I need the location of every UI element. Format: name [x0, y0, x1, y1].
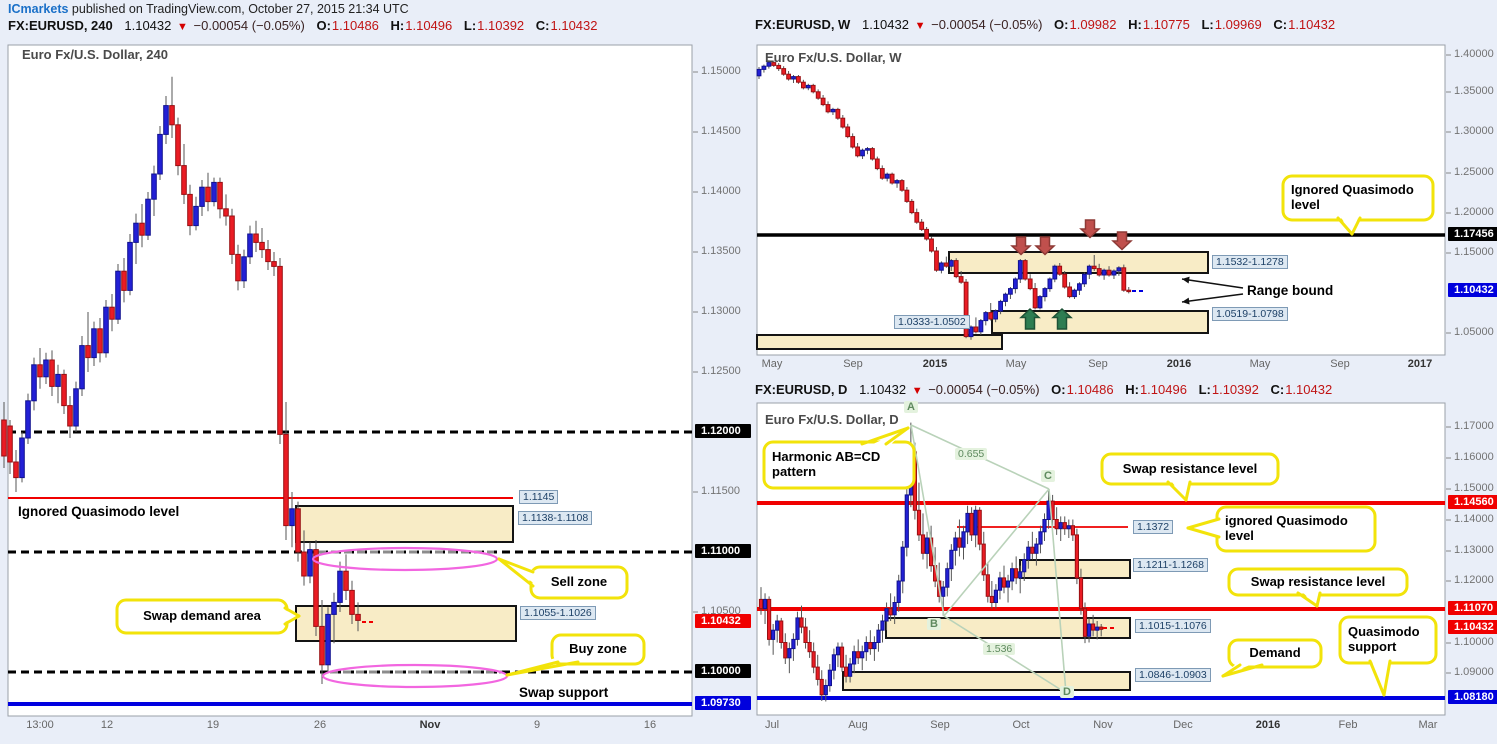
weekly-supply-demand-zone: [948, 251, 1209, 274]
sell-signal-arrow-icon: [1111, 231, 1133, 251]
sell-signal-arrow-icon: [1034, 236, 1056, 256]
callout-tail-edge: [283, 606, 301, 618]
harmonic-pattern-line: [943, 488, 1050, 617]
callout-tail-edge: [1296, 591, 1319, 608]
range-bound-arrowhead-icon: [1182, 276, 1190, 284]
low-value: 1.09969: [1214, 17, 1262, 32]
high-value: 1.10496: [1139, 382, 1187, 397]
low-label: L:: [463, 18, 477, 33]
down-arrow-icon: ▼: [177, 21, 188, 33]
close-label: C:: [535, 18, 550, 33]
high-value: 1.10775: [1142, 17, 1190, 32]
low-value: 1.10392: [477, 18, 525, 33]
low-label: L:: [1201, 17, 1214, 32]
open-value: 1.10486: [1066, 382, 1114, 397]
sell-signal-arrow-icon: [1079, 219, 1101, 239]
m240-supply-demand-zone: [295, 505, 514, 543]
callout-bubble: [1215, 505, 1377, 553]
close-value: 1.10432: [550, 18, 598, 33]
callout-bubble: [550, 633, 646, 666]
icmarkets-link[interactable]: ICmarkets: [8, 2, 69, 16]
daily-supply-demand-zone: [842, 671, 1131, 691]
weekly-candlestick-series: [756, 60, 1132, 340]
chart-title-daily: Euro Fx/U.S. Dollar, D: [765, 412, 899, 427]
close-label: C:: [1270, 382, 1285, 397]
publish-note-text: published on TradingView.com, October 27…: [68, 2, 409, 16]
high-label: H:: [390, 18, 405, 33]
chart-header-240: FX:EURUSD, 240 1.10432 ▼ −0.00054 (−0.05…: [8, 18, 598, 33]
callout-tail: [280, 608, 299, 624]
callout-tail-edge: [505, 660, 580, 677]
down-arrow-icon: ▼: [911, 385, 923, 397]
buy-signal-arrow-icon: [1019, 307, 1041, 330]
open-label: O:: [1054, 17, 1069, 32]
open-value: 1.09982: [1069, 17, 1117, 32]
callout-tail-edge: [860, 426, 910, 446]
buy-signal-arrow-icon: [1051, 307, 1073, 330]
callout-bubble: [1100, 452, 1280, 486]
callout-tail-edge: [1315, 591, 1322, 608]
close-label: C:: [1273, 17, 1288, 32]
price-change: −0.00054 (−0.05%): [928, 382, 1040, 397]
low-value: 1.10392: [1211, 382, 1259, 397]
daily-supply-demand-zone: [885, 617, 1131, 639]
daily-candlestick-series: [758, 422, 1104, 702]
callout-tail: [1298, 588, 1320, 606]
sell-signal-arrow-icon: [1010, 236, 1032, 256]
range-bound-arrow: [1181, 293, 1244, 303]
m240-highlight-ellipse: [311, 546, 499, 572]
callout-tail-edge: [1186, 517, 1221, 530]
low-label: L:: [1198, 382, 1211, 397]
callout-tail-edge: [1336, 216, 1354, 236]
callout-tail-edge: [1166, 480, 1188, 502]
open-label: O:: [316, 18, 331, 33]
callout-tail: [1188, 519, 1224, 537]
close-value: 1.10432: [1288, 17, 1336, 32]
harmonic-pattern-line: [1048, 488, 1067, 694]
callout-tail-edge: [1382, 659, 1392, 697]
last-price: 1.10432: [124, 18, 172, 33]
chart-header-daily: FX:EURUSD, D 1.10432 ▼ −0.00054 (−0.05%)…: [755, 382, 1332, 397]
callout-tail-edge: [497, 557, 535, 588]
callout-tail-edge: [884, 426, 910, 446]
callout-tail-edge: [1184, 480, 1192, 502]
publish-note: ICmarkets published on TradingView.com, …: [8, 2, 409, 16]
price-change: −0.00054 (−0.05%): [931, 17, 1043, 32]
harmonic-pattern-line: [910, 424, 945, 617]
callout-tail: [1338, 213, 1360, 234]
callout-bubble: [762, 440, 916, 490]
callout-tail-edge: [1368, 659, 1386, 697]
down-arrow-icon: ▼: [914, 20, 926, 32]
chart-header-weekly: FX:EURUSD, W 1.10432 ▼ −0.00054 (−0.05%)…: [755, 17, 1335, 32]
symbol-label: FX:EURUSD, D: [755, 382, 848, 397]
close-value: 1.10432: [1285, 382, 1333, 397]
high-label: H:: [1128, 17, 1142, 32]
weekly-supply-demand-zone: [756, 334, 1003, 350]
callout-tail-edge: [1186, 526, 1221, 539]
range-bound-arrowhead-icon: [1182, 297, 1190, 305]
high-label: H:: [1125, 382, 1139, 397]
range-bound-arrow: [1181, 278, 1244, 289]
open-value: 1.10486: [331, 18, 379, 33]
chart-title-weekly: Euro Fx/U.S. Dollar, W: [765, 50, 902, 65]
symbol-label: FX:EURUSD, 240: [8, 18, 113, 33]
open-label: O:: [1051, 382, 1066, 397]
weekly-supply-demand-zone: [991, 310, 1209, 334]
m240-candlestick-series: [1, 76, 361, 684]
callout-bubble: [115, 598, 289, 635]
callout-tail-edge: [1221, 663, 1264, 678]
callout-tail-edge: [283, 614, 301, 626]
last-price: 1.10432: [859, 382, 907, 397]
last-price: 1.10432: [861, 17, 909, 32]
callout-tail-edge: [497, 557, 535, 574]
callout-tail-edge: [1350, 216, 1362, 236]
callout-tail: [1168, 477, 1190, 500]
price-change: −0.00054 (−0.05%): [193, 18, 305, 33]
chart-title-240: Euro Fx/U.S. Dollar, 240: [22, 47, 168, 62]
high-value: 1.10496: [405, 18, 453, 33]
callout-bubble: [529, 565, 629, 600]
symbol-label: FX:EURUSD, W: [755, 17, 851, 32]
